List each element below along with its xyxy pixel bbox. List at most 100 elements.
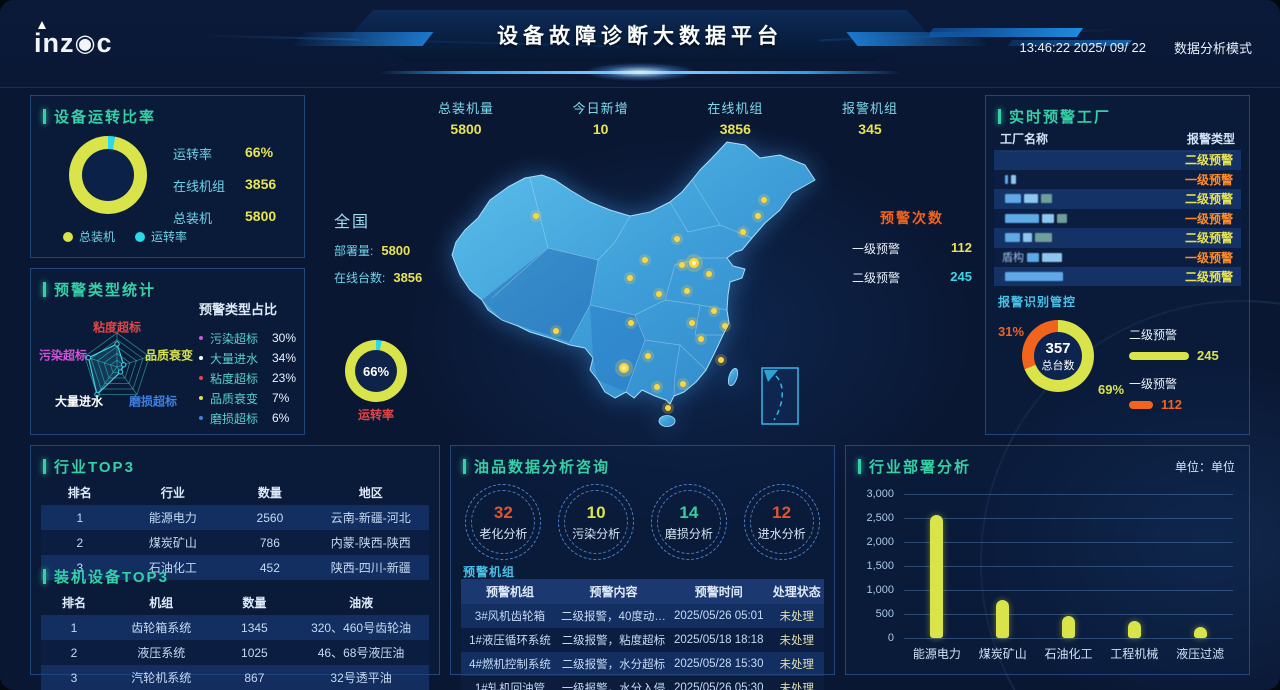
taiwan-island (727, 367, 739, 387)
bar (930, 515, 944, 638)
panel-industry-top: 行业TOP3 排名 行业 数量 地区 1 能源电力 2560 云南-新疆-河北 2 煤炭矿山… (30, 445, 440, 690)
redacted-name-block (1023, 233, 1032, 243)
map-dot (703, 268, 715, 280)
map-dot (689, 320, 695, 326)
province-borders (491, 177, 753, 397)
brand-text-2: c (96, 28, 113, 58)
radar-axis-label: 磨损超标 (128, 394, 178, 409)
map-dot (681, 285, 693, 297)
radar-axis-label: 污染超标 (38, 348, 88, 363)
kpi: 今日新增 10 (572, 101, 629, 137)
y-tick-label: 0 (887, 632, 894, 644)
panel-title: 油品数据分析咨询 (463, 456, 610, 477)
gridline (904, 614, 1233, 615)
stat-label: 总装机 (173, 211, 213, 226)
map-dot (625, 317, 637, 329)
china-map (451, 141, 816, 427)
map-dot (718, 357, 724, 363)
oil-gauge: 32 老化分析 (465, 484, 542, 560)
factory-list-header: 工厂名称 报警类型 (1000, 130, 1235, 152)
gridline (904, 566, 1233, 567)
bar-chart-y-axis: 3,000 2,500 2,000 1,500 1,000 500 0 (852, 488, 896, 644)
gridline (904, 518, 1233, 519)
stat-label: 在线机组 (173, 179, 226, 194)
y-tick-label: 2,500 (866, 512, 894, 524)
factory-row: 二级预警 (994, 150, 1241, 170)
warning-type-ratio-list: 预警类型占比 污染超标 30% 大量进水 34% 粘度超标 23% 品质衰变 7% 磨损… (199, 299, 301, 428)
map-dot (615, 359, 633, 377)
redacted-name-block (1005, 233, 1020, 243)
panel-title: 设备运转比率 (43, 106, 156, 127)
brand-o-glyph: ◉ (74, 30, 97, 57)
bar (1193, 626, 1207, 638)
map-dot (740, 229, 746, 235)
map-dot (708, 305, 720, 317)
map-dot (653, 288, 665, 300)
table-row: 1#液压循环系统 二级报警，粘度超标 2025/05/18 18:18 未处理 (461, 628, 824, 652)
warning-count-item: 一级预警 112 (852, 240, 972, 256)
y-tick-label: 3,000 (866, 488, 894, 500)
bar (1127, 621, 1141, 638)
table-row: 1#轧机回油管 一级报警，水分入侵 2025/05/26 05:30 未处理 (461, 676, 824, 690)
map-dot (722, 323, 728, 329)
china-outline (451, 141, 816, 405)
map-dot (665, 405, 671, 411)
operation-rate-value: 66% (362, 363, 390, 379)
donut-legend: 总装机 运转率 (63, 228, 187, 245)
stat-value: 66% (245, 144, 274, 160)
title-accent-bar (998, 109, 1001, 124)
redacted-name-block (1011, 174, 1016, 184)
table-row: 2 煤炭矿山 786 内蒙-陕西-陕西 (41, 530, 429, 555)
map-dot (711, 308, 717, 314)
map-dot (530, 210, 542, 222)
warning-radar-chart (84, 332, 150, 398)
oil-gauge: 10 污染分析 (558, 484, 635, 560)
panel-oil-analysis: 油品数据分析咨询 32 老化分析 10 污染分析 14 磨损分析 12 进水分析 预警机… (450, 445, 835, 690)
map-dot (619, 363, 629, 373)
map-dot (737, 226, 749, 238)
map-dot (654, 384, 660, 390)
warning-counts-title: 预警次数 (880, 210, 944, 226)
table-row: 1 能源电力 2560 云南-新疆-河北 (41, 505, 429, 530)
bar (1061, 616, 1075, 638)
redacted-name-block (1057, 213, 1067, 223)
map-dot (755, 213, 761, 219)
factory-row: 二级预警 (994, 267, 1241, 286)
factory-alert-list: 二级预警 一级预警 二级预警 一级预警 二级预警 盾构 一级预警 二级预警 (994, 150, 1241, 286)
map-dot (553, 328, 559, 334)
factory-row: 二级预警 (994, 228, 1241, 248)
stat-value: 3856 (245, 176, 277, 192)
redacted-name-block (1005, 213, 1039, 223)
redacted-name-block (1041, 194, 1052, 204)
panel-title: 行业部署分析 (858, 456, 971, 477)
map-dot (639, 254, 651, 266)
title-accent-bar (43, 569, 46, 584)
legend-bar (1129, 351, 1189, 360)
x-category-label: 煤炭矿山 (978, 647, 1027, 661)
title-accent-bar (463, 459, 466, 474)
title-accent-bar (43, 109, 46, 124)
panel-title: 预警类型统计 (43, 279, 156, 300)
title-accent-bar (43, 282, 46, 297)
panel-title: 实时预警工厂 (998, 106, 1111, 127)
map-dot (684, 288, 690, 294)
national-summary: 全国 部署量: 5800 在线台数: 3856 (334, 208, 422, 286)
map-dot (622, 366, 626, 370)
legend-item: 运转率 (135, 228, 187, 245)
map-dot (679, 262, 685, 268)
panel-warning-types: 预警类型统计 粘度超标 品质衰变 磨损超标 大量进水 污染超标 预警类型占比 污… (30, 268, 305, 435)
y-tick-label: 500 (875, 608, 894, 620)
list-item: 磨损超标 6% (199, 408, 301, 428)
redacted-name-block (1027, 252, 1039, 262)
region-shade-southwest (590, 305, 645, 392)
radar-axis-label: 粘度超标 (92, 320, 142, 335)
panel-device-ratio: 设备运转比率 运转率 66% 在线机组 3856 总装机 5800 总装机 运转率 (30, 95, 305, 258)
panel-title-2: 装机设备TOP3 (43, 566, 169, 587)
table-row: 1 齿轮箱系统 1345 320、460号齿轮油 (41, 615, 429, 640)
stat-label: 运转率 (173, 147, 213, 162)
table-row: 3#风机齿轮箱 二级报警，40度动… 2025/05/26 05:01 未处理 (461, 604, 824, 628)
analysis-mode-button[interactable]: 数据分析模式 (1173, 41, 1252, 56)
panel-industry-deploy: 行业部署分析 单位：单位 3,000 2,500 2,000 1,500 1,000 50… (845, 445, 1250, 675)
bar-chart-bars (904, 494, 1233, 638)
